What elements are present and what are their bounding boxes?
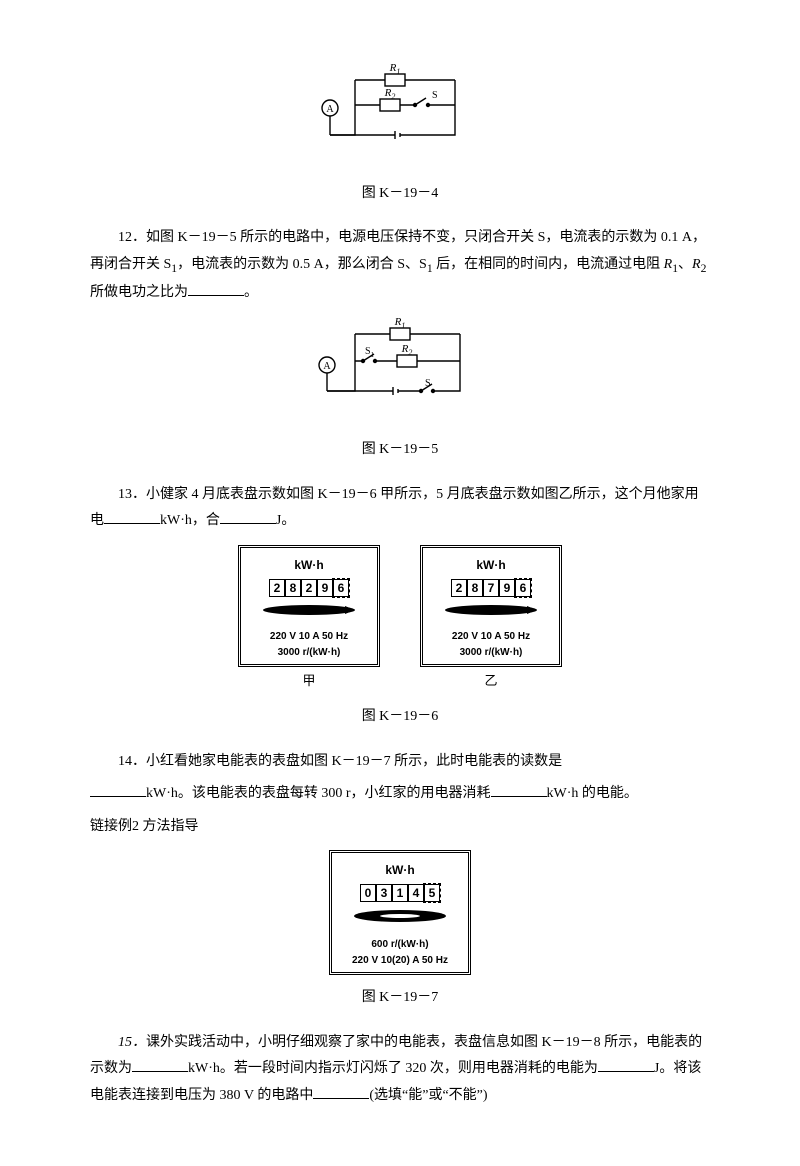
meter7-kwh: kW·h [340, 859, 460, 882]
meter-label-left: 甲 [238, 669, 380, 694]
circuit-k19-4: R1 R2 S A [310, 60, 490, 160]
q12-r2sub: 2 [701, 262, 707, 275]
svg-text:S: S [425, 378, 431, 389]
caption-k19-4: 图 K－19－4 [90, 181, 710, 208]
figure-k19-7: kW·h 0 3 1 4 5 600 r/(kW·h) 220 V 10(20)… [90, 850, 710, 975]
caption-k19-6: 图 K－19－6 [90, 704, 710, 731]
q13-unit1: kW·h，合 [160, 513, 220, 528]
q15-text-d: (选填“能”或“不能”) [369, 1088, 487, 1103]
svg-text:R1: R1 [394, 316, 406, 330]
blank-q14-2 [491, 782, 547, 797]
meter-kwh-left: kW·h [249, 554, 369, 577]
svg-text:R2: R2 [384, 87, 396, 101]
q15-num: 15． [118, 1035, 146, 1050]
meter7-spec2: 220 V 10(20) A 50 Hz [340, 954, 460, 968]
figure-k19-6: kW·h 2 8 2 9 6 220 V 10 A 50 Hz 3000 r/(… [90, 545, 710, 694]
q14-text-c: kW·h 的电能。 [547, 786, 638, 801]
meter-k19-7: kW·h 0 3 1 4 5 600 r/(kW·h) 220 V 10(20)… [329, 850, 471, 975]
svg-text:A: A [323, 361, 331, 372]
meter-left-wrap: kW·h 2 8 2 9 6 220 V 10 A 50 Hz 3000 r/(… [238, 545, 380, 694]
q12-sep: 、 [678, 257, 692, 272]
disc-icon [350, 908, 450, 924]
figure-k19-4: R1 R2 S A [90, 60, 710, 171]
meter-left-digits: 2 8 2 9 6 [249, 579, 369, 597]
svg-text:S: S [432, 90, 438, 101]
blank-q15-1 [132, 1057, 188, 1072]
q12-text-b: ，电流表的示数为 0.5 A，那么闭合 S、S [177, 257, 427, 272]
svg-text:R1: R1 [389, 62, 401, 76]
svg-text:R2: R2 [401, 343, 413, 357]
blank-q13-1 [104, 509, 160, 524]
blank-q15-3 [313, 1084, 369, 1099]
blank-q15-2 [598, 1057, 654, 1072]
q15-text-b: kW·h。若一段时间内指示灯闪烁了 320 次，则用电器消耗的电能为 [188, 1061, 598, 1076]
q13-unit2: J。 [276, 513, 295, 528]
meter-left: kW·h 2 8 2 9 6 220 V 10 A 50 Hz 3000 r/(… [238, 545, 380, 668]
meter-right-spec1: 220 V 10 A 50 Hz [431, 630, 551, 644]
caption-k19-7: 图 K－19－7 [90, 985, 710, 1012]
meter-left-spec1: 220 V 10 A 50 Hz [249, 630, 369, 644]
q12-r1: R [664, 257, 673, 272]
q12-text-d: 所做电功之比为 [90, 285, 188, 300]
blank-q13-2 [220, 509, 276, 524]
meter-right: kW·h 2 8 7 9 6 220 V 10 A 50 Hz 3000 r/(… [420, 545, 562, 668]
meter-right-digits: 2 8 7 9 6 [431, 579, 551, 597]
svg-text:S1: S1 [365, 346, 375, 359]
meter7-spec1: 600 r/(kW·h) [340, 938, 460, 952]
meter-kwh-right: kW·h [431, 554, 551, 577]
circuit-k19-5: R1 R2 S1 S A [305, 316, 495, 416]
meter-right-spec2: 3000 r/(kW·h) [431, 646, 551, 660]
q12-text-c: 后，在相同的时间内，电流通过电阻 [433, 257, 664, 272]
svg-text:A: A [326, 104, 334, 115]
question-14b: kW·h。该电能表的表盘每转 300 r，小红家的用电器消耗 kW·h 的电能。 [90, 781, 710, 808]
meter-label-right: 乙 [420, 669, 562, 694]
meter-left-spec2: 3000 r/(kW·h) [249, 646, 369, 660]
q12-period: 。 [244, 285, 258, 300]
meter-right-wrap: kW·h 2 8 7 9 6 220 V 10 A 50 Hz 3000 r/(… [420, 545, 562, 694]
link-example2: 链接例2 方法指导 [90, 814, 710, 841]
question-14: 14．小红看她家电能表的表盘如图 K－19－7 所示，此时电能表的读数是 [90, 749, 710, 776]
blank-q14-1 [90, 782, 146, 797]
figure-k19-5: R1 R2 S1 S A [90, 316, 710, 427]
question-13: 13．小健家 4 月底表盘示数如图 K－19－6 甲所示，5 月底表盘示数如图乙… [90, 482, 710, 535]
question-12: 12．如图 K－19－5 所示的电路中，电源电压保持不变，只闭合开关 S，电流表… [90, 225, 710, 306]
question-15: 15．课外实践活动中，小明仔细观察了家中的电能表，表盘信息如图 K－19－8 所… [90, 1030, 710, 1110]
caption-k19-5: 图 K－19－5 [90, 437, 710, 464]
meter7-digits: 0 3 1 4 5 [340, 884, 460, 902]
disc-icon [259, 603, 359, 617]
q14-text-a: 14．小红看她家电能表的表盘如图 K－19－7 所示，此时电能表的读数是 [118, 754, 562, 769]
blank-q12 [188, 281, 244, 296]
q14-text-b: kW·h。该电能表的表盘每转 300 r，小红家的用电器消耗 [146, 786, 491, 801]
disc-icon [441, 603, 541, 617]
q12-r2: R [692, 257, 701, 272]
